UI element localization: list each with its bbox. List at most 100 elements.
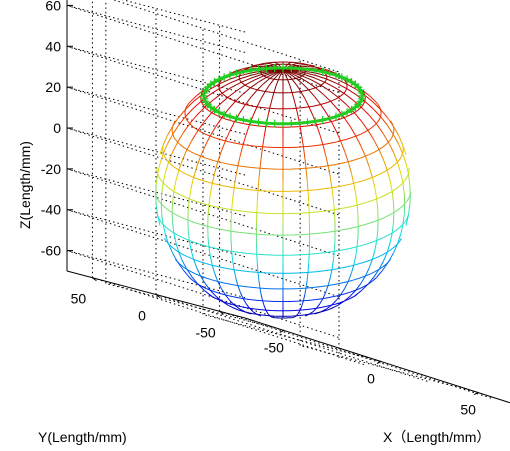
longitude-line	[257, 202, 258, 213]
longitude-line	[216, 118, 222, 127]
longitude-line	[292, 64, 297, 65]
longitude-line	[309, 90, 315, 97]
longitude-line	[173, 223, 174, 233]
longitude-line	[179, 160, 183, 170]
longitude-line	[337, 83, 347, 88]
longitude-line	[189, 241, 191, 251]
longitude-line	[193, 101, 201, 108]
longitude-line	[173, 142, 178, 152]
longitude-line	[163, 135, 167, 145]
longitude-line	[189, 188, 191, 199]
longitude-line	[270, 100, 272, 108]
longitude-line	[317, 125, 320, 135]
longitude-line	[331, 122, 336, 131]
longitude-line	[257, 254, 258, 263]
grid-line-z-back	[67, 210, 339, 297]
longitude-line	[221, 141, 225, 151]
annotation-ring-marker	[279, 120, 287, 128]
longitude-line	[334, 242, 335, 252]
z-tick-label: -40	[41, 202, 61, 218]
longitude-line	[334, 210, 335, 221]
longitude-line	[209, 194, 210, 205]
box-edge-side-top	[67, 0, 245, 32]
longitude-line	[156, 195, 157, 205]
longitude-line	[231, 210, 232, 221]
longitude-line	[229, 79, 239, 83]
longitude-line	[408, 205, 409, 215]
longitude-line	[309, 107, 313, 116]
longitude-line	[274, 86, 276, 93]
longitude-line	[300, 127, 302, 137]
longitude-line	[345, 151, 349, 162]
longitude-line	[332, 261, 333, 270]
y-axis-label: Y(Length/mm)	[38, 429, 127, 445]
longitude-line	[272, 93, 274, 101]
longitude-line	[258, 272, 259, 280]
longitude-line	[331, 101, 338, 109]
longitude-line	[398, 135, 402, 145]
longitude-line	[305, 288, 306, 295]
longitude-line	[369, 115, 376, 124]
grid-line-y-floor	[92, 278, 364, 365]
longitude-line	[321, 105, 327, 113]
longitude-line	[302, 301, 304, 306]
longitude-line	[290, 86, 292, 93]
longitude-line	[303, 295, 304, 301]
longitude-line	[205, 291, 212, 297]
longitude-line	[165, 162, 168, 172]
longitude-line	[387, 125, 393, 134]
longitude-line	[212, 172, 215, 183]
longitude-line	[292, 93, 294, 101]
longitude-line	[210, 89, 219, 95]
longitude-line	[179, 109, 186, 117]
longitude-line	[187, 140, 192, 150]
longitude-line	[234, 177, 236, 188]
longitude-line	[377, 231, 378, 241]
longitude-line	[403, 183, 404, 194]
longitude-line	[173, 117, 179, 126]
longitude-line	[301, 92, 305, 99]
longitude-line	[257, 84, 263, 90]
longitude-line	[245, 97, 251, 105]
longitude-line	[257, 191, 258, 202]
longitude-line	[232, 251, 233, 260]
longitude-line	[381, 117, 388, 126]
longitude-line	[183, 124, 189, 133]
longitude-line	[372, 177, 375, 188]
longitude-line	[169, 152, 173, 162]
z-axis-label: Z(Length/mm)	[17, 141, 33, 229]
longitude-line	[245, 80, 254, 85]
longitude-line	[246, 125, 249, 135]
longitude-line	[243, 134, 246, 144]
longitude-line	[261, 92, 265, 99]
longitude-line	[232, 82, 242, 87]
longitude-line	[253, 107, 257, 116]
longitude-line	[251, 90, 257, 97]
longitude-line	[188, 231, 189, 241]
longitude-line	[344, 118, 350, 127]
longitude-line	[190, 115, 197, 124]
longitude-line	[263, 137, 265, 147]
longitude-line	[176, 170, 179, 181]
longitude-line	[173, 253, 178, 262]
longitude-line	[288, 80, 290, 86]
longitude-line	[231, 242, 232, 252]
longitude-line	[356, 136, 361, 146]
longitude-line	[369, 167, 372, 178]
longitude-line	[210, 256, 212, 265]
longitude-line	[240, 145, 243, 155]
longitude-line	[302, 137, 304, 147]
longitude-line	[321, 85, 330, 91]
longitude-line	[344, 93, 353, 100]
longitude-line	[388, 253, 393, 262]
longitude-line	[173, 191, 174, 202]
longitude-line	[259, 281, 260, 289]
longitude-line	[233, 188, 234, 199]
longitude-line	[210, 127, 216, 137]
longitude-line	[392, 223, 393, 233]
longitude-line	[243, 88, 251, 95]
longitude-line	[194, 167, 197, 178]
longitude-line	[408, 174, 409, 185]
longitude-line	[274, 62, 276, 63]
longitude-line	[232, 199, 233, 210]
